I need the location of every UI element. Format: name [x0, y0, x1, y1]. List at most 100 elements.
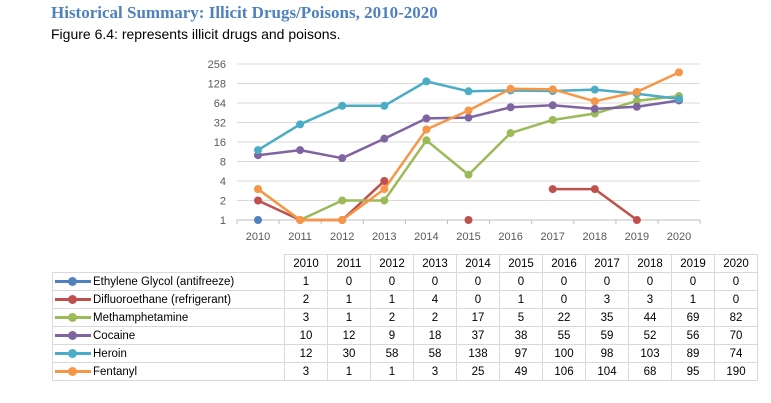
legend-key-icon: [55, 348, 91, 359]
table-header-year: 2013: [413, 254, 457, 273]
data-table-header: 2010 2011 2012 2013 2014 2015 2016 2017 2018 2019…: [52, 254, 758, 273]
table-header-year: 2010: [284, 254, 328, 273]
table-cell: 2: [370, 308, 414, 327]
table-cell: 52: [628, 326, 672, 345]
table-cell: 18: [413, 326, 457, 345]
data-point-cocaine: [338, 154, 347, 163]
table-header-year: 2019: [671, 254, 715, 273]
table-cell: 106: [542, 362, 586, 381]
data-point-heroin: [675, 94, 683, 103]
table-cell: 25: [456, 362, 500, 381]
x-tick-label: 2019: [625, 231, 649, 243]
data-point-fentanyl: [296, 216, 305, 224]
table-cell: 59: [585, 326, 629, 345]
table-cell: 1: [671, 290, 715, 309]
table-cell: 35: [585, 308, 629, 327]
table-cell: 98: [585, 344, 629, 363]
legend-key-icon: [55, 312, 91, 323]
table-row: Fentanyl 3 1 1 3 25 49 106 104 68 95 190: [52, 362, 758, 381]
data-table: 2010 2011 2012 2013 2014 2015 2016 2017 2018 2019…: [52, 254, 758, 381]
x-tick-label: 2015: [456, 231, 480, 243]
data-point-cocaine: [296, 146, 305, 155]
data-point-methamphetamine: [338, 196, 347, 205]
data-point-methamphetamine: [506, 129, 515, 138]
table-cell: 4: [413, 290, 457, 309]
data-point-heroin: [464, 87, 473, 96]
legend-entry: Difluoroethane (refrigerant): [52, 290, 285, 309]
page-title: Historical Summary: Illicit Drugs/Poison…: [51, 3, 438, 22]
data-point-fentanyl: [548, 85, 557, 94]
legend-label: Heroin: [93, 347, 127, 360]
table-cell: 95: [671, 362, 715, 381]
table-cell: 3: [585, 290, 629, 309]
data-point-ethylene-glycol-antifreeze: [254, 216, 262, 224]
x-tick-label: 2016: [498, 231, 522, 243]
table-cell: 0: [714, 272, 758, 291]
data-point-fentanyl: [464, 106, 473, 115]
x-tick-label: 2014: [414, 231, 438, 243]
table-cell: 1: [327, 290, 371, 309]
table-cell: 56: [671, 326, 715, 345]
table-cell: 1: [284, 272, 328, 291]
table-header-year: 2016: [542, 254, 586, 273]
table-header-year: 2014: [456, 254, 500, 273]
table-row: Methamphetamine 3 1 2 2 17 5 22 35 44 69 82: [52, 308, 758, 327]
y-tick-label: 8: [220, 157, 226, 169]
data-point-heroin: [422, 77, 431, 86]
table-cell: 2: [284, 290, 328, 309]
data-point-cocaine: [380, 134, 389, 143]
table-cell: 0: [456, 272, 500, 291]
table-cell: 55: [542, 326, 586, 345]
table-cell: 0: [628, 272, 672, 291]
table-cell: 1: [327, 308, 371, 327]
data-point-heroin: [254, 146, 262, 155]
table-cell: 1: [499, 290, 543, 309]
x-tick-label: 2020: [667, 231, 691, 243]
data-point-heroin: [296, 120, 305, 129]
legend-entry: Heroin: [52, 344, 285, 363]
legend-label: Cocaine: [93, 329, 136, 342]
table-cell: 0: [585, 272, 629, 291]
table-cell: 44: [628, 308, 672, 327]
y-tick-label: 256: [208, 59, 226, 71]
data-point-fentanyl: [254, 185, 262, 194]
table-row: Ethylene Glycol (antifreeze) 1 0 0 0 0 0 0 0 0 0 0: [52, 272, 758, 291]
table-cell: 3: [284, 362, 328, 381]
data-point-methamphetamine: [422, 136, 431, 145]
table-cell: 0: [499, 272, 543, 291]
x-tick-label: 2013: [372, 231, 396, 243]
table-cell: 0: [542, 272, 586, 291]
table-row: Cocaine 10 12 9 18 37 38 55 59 52 56 70: [52, 326, 758, 345]
legend-entry: Fentanyl: [52, 362, 285, 381]
table-header-year: 2015: [499, 254, 543, 273]
legend-key-icon: [55, 276, 91, 287]
table-header-year: 2020: [714, 254, 758, 273]
legend-key-icon: [55, 366, 91, 377]
legend-label: Ethylene Glycol (antifreeze): [93, 275, 235, 288]
table-cell: 12: [327, 326, 371, 345]
data-point-fentanyl: [338, 216, 347, 224]
table-cell: 0: [671, 272, 715, 291]
data-point-fentanyl: [590, 97, 599, 106]
data-point-fentanyl: [632, 87, 641, 96]
table-cell: 97: [499, 344, 543, 363]
table-cell: 2: [413, 308, 457, 327]
series-points: [254, 68, 683, 224]
data-point-heroin: [590, 85, 599, 94]
table-cell: 17: [456, 308, 500, 327]
table-cell: 1: [370, 290, 414, 309]
table-row: Difluoroethane (refrigerant) 2 1 1 4 0 1 0 3 3 1 0: [52, 290, 758, 309]
figure-caption: Figure 6.4: represents illicit drugs and…: [51, 26, 341, 42]
y-tick-label: 32: [214, 118, 226, 130]
table-cell: 58: [370, 344, 414, 363]
data-point-fentanyl: [422, 125, 431, 134]
y-axis-ticks: 1 2 4 8 16 32 64 128 256: [208, 59, 226, 227]
data-point-difluoroethane-refrigerant: [380, 177, 389, 185]
table-cell: 38: [499, 326, 543, 345]
legend-label: Difluoroethane (refrigerant): [93, 293, 232, 306]
table-cell: 82: [714, 308, 758, 327]
data-point-cocaine: [632, 102, 641, 111]
data-point-fentanyl: [380, 185, 389, 194]
table-cell: 30: [327, 344, 371, 363]
table-cell: 3: [413, 362, 457, 381]
